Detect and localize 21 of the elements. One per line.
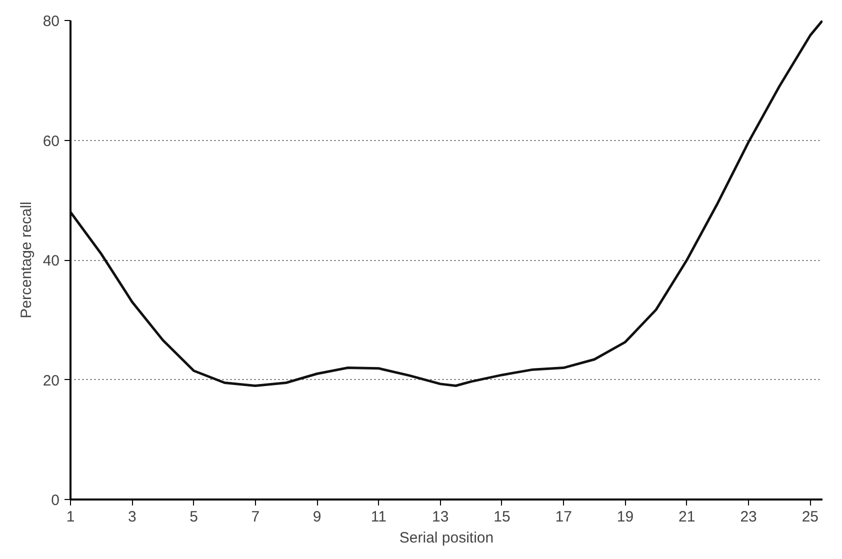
x-tick-label: 15 (494, 508, 510, 526)
x-tick-label: 3 (128, 508, 136, 526)
x-tick-label: 25 (802, 508, 819, 526)
x-tick-label: 19 (616, 508, 634, 526)
x-tick-label: 17 (555, 508, 572, 526)
y-tick-label: 80 (42, 13, 60, 30)
x-tick-label: 21 (678, 508, 696, 526)
y-axis-title: Percentage recall (18, 202, 35, 318)
x-axis-title: Serial position (399, 530, 494, 546)
x-tick-label: 11 (370, 508, 386, 526)
line-series (70, 20, 822, 387)
y-tick-label: 20 (42, 372, 60, 390)
x-tick-label: 7 (251, 508, 260, 526)
x-tick-label: 13 (432, 508, 449, 526)
x-tick-label: 5 (190, 508, 198, 526)
x-tick-label: 23 (740, 508, 757, 526)
y-tick-label: 60 (42, 132, 60, 150)
y-tick-label: 40 (42, 252, 60, 270)
x-tick-label: 9 (312, 508, 322, 526)
x-tick-label: 1 (66, 508, 75, 526)
y-tick-label: 0 (51, 492, 60, 509)
